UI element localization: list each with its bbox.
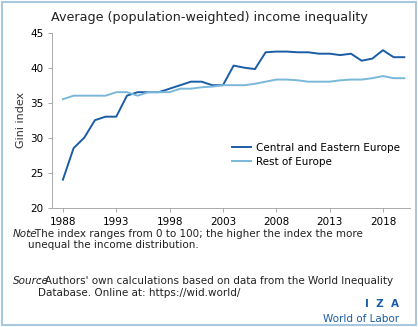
Rest of Europe: [359, 77, 364, 81]
Central and Eastern Europe: [231, 64, 236, 68]
Central and Eastern Europe: [210, 83, 215, 87]
Rest of Europe: [125, 90, 130, 94]
Central and Eastern Europe: [178, 83, 183, 87]
Text: Average (population-weighted) income inequality: Average (population-weighted) income ine…: [51, 11, 367, 25]
Rest of Europe: [114, 90, 119, 94]
Rest of Europe: [295, 78, 300, 82]
Rest of Europe: [210, 85, 215, 89]
Central and Eastern Europe: [114, 115, 119, 119]
Text: Source: Source: [13, 276, 48, 286]
Rest of Europe: [189, 87, 194, 91]
Central and Eastern Europe: [284, 50, 289, 54]
Central and Eastern Europe: [295, 50, 300, 54]
Central and Eastern Europe: [82, 136, 87, 140]
Rest of Europe: [327, 80, 332, 84]
Rest of Europe: [252, 82, 257, 86]
Rest of Europe: [306, 80, 311, 84]
Central and Eastern Europe: [391, 55, 396, 59]
Legend: Central and Eastern Europe, Rest of Europe: Central and Eastern Europe, Rest of Euro…: [228, 138, 405, 171]
Central and Eastern Europe: [327, 52, 332, 56]
Text: : Authors' own calculations based on data from the World Inequality
Database. On: : Authors' own calculations based on dat…: [38, 276, 394, 298]
Central and Eastern Europe: [61, 178, 66, 181]
Rest of Europe: [61, 97, 66, 101]
Rest of Europe: [103, 94, 108, 98]
Central and Eastern Europe: [92, 118, 97, 122]
Text: I  Z  A: I Z A: [365, 299, 399, 309]
Central and Eastern Europe: [306, 50, 311, 54]
Central and Eastern Europe: [402, 55, 407, 59]
Central and Eastern Europe: [135, 90, 140, 94]
Central and Eastern Europe: [252, 67, 257, 71]
Rest of Europe: [82, 94, 87, 98]
Central and Eastern Europe: [263, 50, 268, 54]
Central and Eastern Europe: [71, 146, 76, 150]
Central and Eastern Europe: [199, 80, 204, 84]
Rest of Europe: [274, 77, 279, 81]
Central and Eastern Europe: [349, 52, 354, 56]
Rest of Europe: [370, 76, 375, 80]
Line: Rest of Europe: Rest of Europe: [63, 76, 404, 99]
Rest of Europe: [71, 94, 76, 98]
Rest of Europe: [242, 83, 247, 87]
Rest of Europe: [338, 78, 343, 82]
Rest of Europe: [316, 80, 321, 84]
Rest of Europe: [349, 77, 354, 81]
Rest of Europe: [156, 90, 161, 94]
Rest of Europe: [178, 87, 183, 91]
Rest of Europe: [199, 85, 204, 89]
Central and Eastern Europe: [274, 50, 279, 54]
Rest of Europe: [284, 77, 289, 81]
Rest of Europe: [380, 74, 385, 78]
Rest of Europe: [146, 90, 151, 94]
Central and Eastern Europe: [167, 87, 172, 91]
Text: Note: Note: [13, 229, 37, 239]
Central and Eastern Europe: [338, 53, 343, 57]
Central and Eastern Europe: [156, 90, 161, 94]
Central and Eastern Europe: [316, 52, 321, 56]
Rest of Europe: [167, 90, 172, 94]
Rest of Europe: [263, 80, 268, 84]
Central and Eastern Europe: [220, 83, 225, 87]
Y-axis label: Gini index: Gini index: [16, 92, 26, 148]
Line: Central and Eastern Europe: Central and Eastern Europe: [63, 50, 404, 180]
Central and Eastern Europe: [125, 94, 130, 98]
Rest of Europe: [135, 94, 140, 98]
Central and Eastern Europe: [380, 48, 385, 52]
Rest of Europe: [391, 76, 396, 80]
Rest of Europe: [92, 94, 97, 98]
Central and Eastern Europe: [146, 90, 151, 94]
Central and Eastern Europe: [242, 66, 247, 70]
Central and Eastern Europe: [103, 115, 108, 119]
Rest of Europe: [220, 83, 225, 87]
Central and Eastern Europe: [370, 57, 375, 60]
Central and Eastern Europe: [359, 59, 364, 63]
Text: World of Labor: World of Labor: [323, 314, 399, 324]
Rest of Europe: [231, 83, 236, 87]
Central and Eastern Europe: [189, 80, 194, 84]
Text: : The index ranges from 0 to 100; the higher the index the more
unequal the inco: : The index ranges from 0 to 100; the hi…: [28, 229, 363, 250]
Rest of Europe: [402, 76, 407, 80]
